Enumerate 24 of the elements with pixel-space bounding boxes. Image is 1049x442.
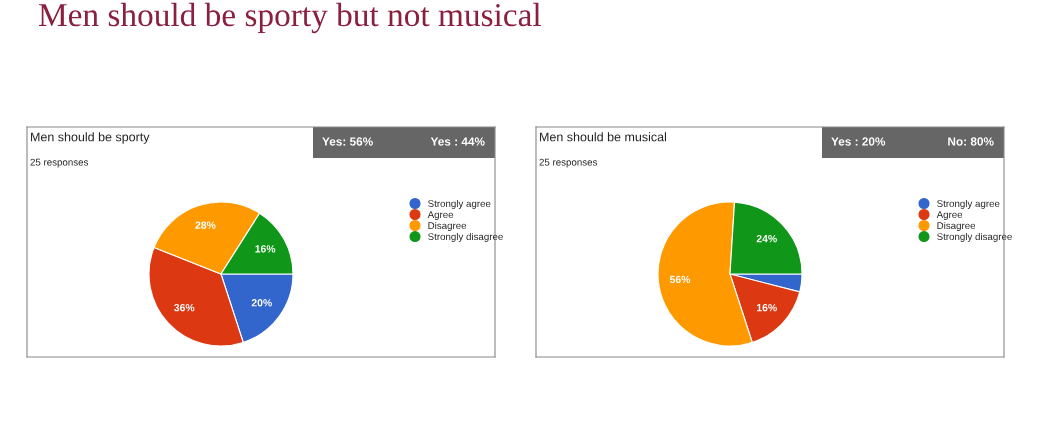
data-label: 24% (756, 234, 777, 243)
legend-label: Agree (427, 211, 454, 220)
data-label: 28% (195, 221, 216, 229)
legend-label: Disagree (937, 221, 976, 231)
text: Yes : 44% (430, 137, 485, 146)
legend-label: Strongly disagree (428, 232, 503, 242)
legend-label: Strongly agree (937, 199, 1000, 209)
legend-label: Disagree (428, 221, 467, 231)
text: Yes : 20% (831, 137, 886, 146)
chart-title: Men should be musical (540, 132, 667, 142)
text: 25 responses (30, 158, 89, 168)
legend-label: Strongly disagree (937, 232, 1012, 242)
data-label: 20% (251, 299, 272, 307)
legend-label: Agree (936, 211, 963, 220)
text: No: 80% (948, 137, 994, 146)
data-label: 16% (756, 303, 777, 312)
data-label: 16% (255, 245, 276, 253)
text: Men should be sporty but not musical (38, 2, 541, 34)
data-label: 56% (669, 275, 691, 284)
legend-label: Strongly agree (428, 199, 491, 209)
text: 25 responses (539, 158, 598, 168)
text: Yes: 56% (322, 137, 373, 146)
chart-title: Men should be sporty (31, 132, 150, 144)
data-label: 36% (174, 303, 195, 312)
